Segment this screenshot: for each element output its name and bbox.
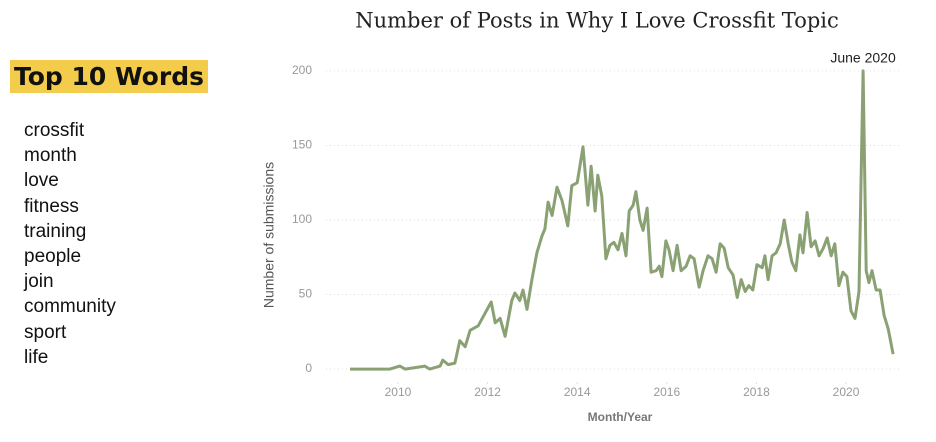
word: life: [24, 346, 49, 368]
word: people: [24, 246, 82, 268]
word: month: [24, 145, 77, 167]
x-tick-label: 2016: [653, 385, 680, 399]
x-axis-label: Month/Year: [588, 410, 653, 424]
word: join: [24, 271, 54, 293]
x-tick-label: 2020: [833, 385, 860, 399]
word: crossfit: [24, 120, 85, 141]
word: sport: [24, 321, 67, 343]
y-tick-label: 100: [292, 212, 312, 226]
word: fitness: [24, 195, 79, 217]
chart-title: Number of Posts in Why I Love Crossfit T…: [355, 9, 839, 33]
word: love: [24, 170, 59, 192]
x-tick-label: 2018: [743, 385, 770, 399]
word: training: [24, 220, 87, 242]
y-tick-label: 200: [292, 63, 312, 77]
x-tick-label: 2012: [474, 385, 501, 399]
y-tick-label: 50: [299, 287, 313, 301]
annotation: June 2020: [830, 50, 896, 66]
word-list: crossfit month love fitness training people jo…: [24, 118, 116, 370]
line: [350, 69, 895, 371]
y-axis-label: Number of submissions: [261, 162, 277, 308]
y-tick-label: 150: [292, 138, 312, 152]
x-tick-label: 2010: [385, 385, 412, 399]
y-tick-label: 0: [305, 361, 312, 375]
panel-title: Top 10 Words: [10, 60, 208, 93]
x-tick-label: 2014: [564, 385, 591, 399]
word: community: [24, 296, 116, 318]
